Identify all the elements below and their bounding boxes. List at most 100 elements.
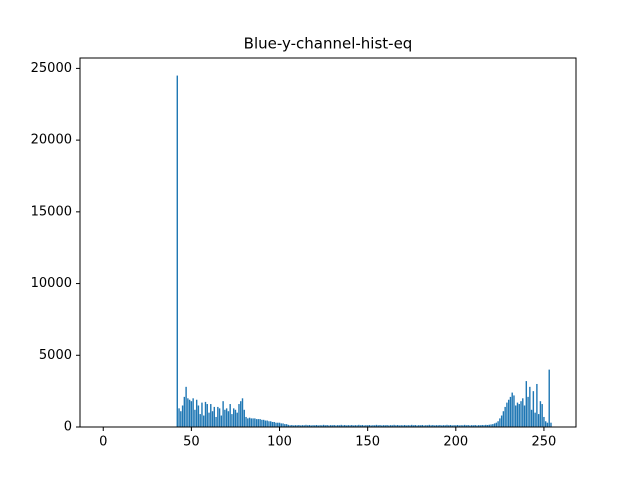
bar — [314, 425, 316, 427]
bar — [488, 424, 490, 427]
bar — [328, 425, 330, 427]
bar — [188, 399, 191, 427]
bar — [483, 425, 485, 427]
bar — [490, 424, 492, 427]
bar — [336, 425, 339, 427]
bar — [329, 425, 332, 427]
bar — [500, 415, 503, 427]
bar — [444, 425, 446, 427]
bar — [238, 404, 240, 427]
bar — [333, 424, 335, 427]
bar — [180, 411, 182, 427]
bar — [261, 419, 263, 427]
bar — [252, 418, 254, 427]
bar — [359, 425, 362, 427]
bar — [506, 402, 508, 427]
bar — [398, 425, 401, 427]
bar — [384, 425, 386, 427]
bar — [351, 424, 353, 427]
bar — [456, 424, 459, 427]
x-tick-label: 100 — [267, 435, 292, 450]
bar — [374, 425, 376, 427]
x-tick-label: 50 — [183, 435, 200, 450]
bar — [208, 412, 210, 427]
bar — [516, 402, 519, 427]
bar — [534, 412, 536, 427]
bar — [185, 386, 187, 427]
bar — [513, 395, 515, 427]
bar — [296, 425, 298, 427]
bar — [264, 420, 267, 427]
bar — [544, 421, 547, 427]
bar — [217, 406, 219, 427]
bar — [301, 425, 304, 427]
bar — [428, 424, 431, 427]
bar — [277, 422, 279, 427]
bar — [282, 423, 284, 427]
bar — [529, 386, 531, 427]
bar — [546, 422, 549, 427]
bar — [446, 424, 448, 427]
bar — [451, 425, 453, 427]
bar — [470, 425, 473, 427]
bar — [335, 425, 337, 427]
bar — [229, 404, 231, 427]
y-tick-label: 0 — [64, 420, 72, 435]
x-tick-label: 200 — [443, 435, 468, 450]
bar — [201, 402, 203, 427]
bar — [273, 421, 275, 427]
bar — [245, 416, 247, 427]
bar — [525, 381, 528, 427]
bar — [324, 425, 327, 427]
bar — [210, 404, 212, 427]
bar — [347, 425, 349, 427]
bar — [515, 405, 517, 427]
bar — [485, 424, 487, 427]
bar — [262, 419, 265, 427]
bar — [275, 422, 277, 427]
bar — [338, 425, 341, 427]
bar — [368, 424, 371, 427]
bar — [250, 418, 253, 427]
bar — [495, 422, 498, 427]
bar — [231, 414, 233, 427]
bar — [345, 425, 348, 427]
bar — [255, 419, 258, 427]
bar — [218, 408, 221, 427]
x-tick-label: 0 — [99, 435, 107, 450]
bar — [203, 415, 205, 427]
bar — [458, 425, 461, 427]
bar — [548, 369, 550, 427]
bar — [370, 425, 372, 427]
bar — [266, 420, 268, 427]
bar — [507, 399, 510, 427]
bar — [213, 406, 216, 427]
bar — [361, 424, 364, 427]
bar — [432, 424, 434, 427]
bar — [395, 425, 397, 427]
bar — [294, 425, 297, 427]
bar — [377, 425, 379, 427]
bar — [492, 424, 494, 427]
bar — [449, 424, 452, 427]
bar — [195, 399, 198, 427]
bar — [522, 398, 524, 427]
bar — [435, 425, 438, 427]
bar — [194, 409, 196, 427]
bar — [518, 404, 520, 427]
bar — [363, 425, 365, 427]
y-tick-label: 5000 — [39, 348, 72, 363]
bar — [396, 424, 399, 427]
bar — [344, 424, 346, 427]
bar — [284, 424, 286, 427]
bar — [291, 424, 293, 427]
bar — [319, 425, 321, 427]
bar — [486, 424, 489, 427]
bar — [287, 424, 290, 427]
bar — [543, 416, 545, 427]
bar — [537, 414, 540, 427]
bar — [317, 425, 320, 427]
bar — [310, 425, 312, 427]
bar — [388, 425, 390, 427]
